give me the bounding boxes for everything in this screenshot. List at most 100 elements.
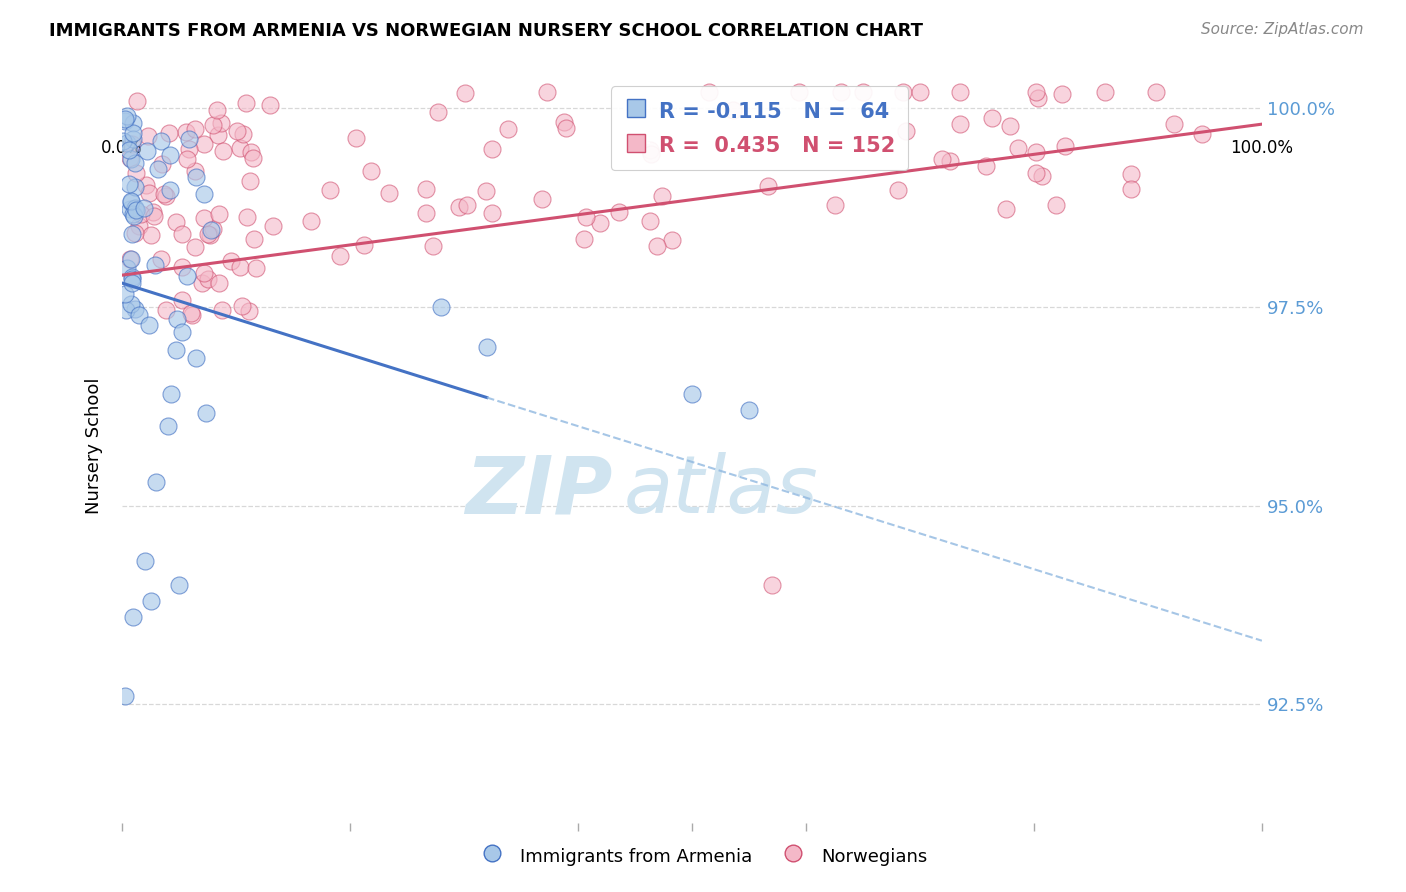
Point bbox=[211, 302, 233, 317]
Point bbox=[115, 136, 138, 150]
Point bbox=[430, 300, 453, 314]
Point bbox=[118, 252, 141, 266]
Point bbox=[149, 134, 172, 148]
Point bbox=[136, 144, 159, 158]
Point bbox=[974, 159, 997, 173]
Point bbox=[118, 177, 141, 191]
Point bbox=[1144, 86, 1167, 100]
Point bbox=[555, 120, 578, 135]
Point bbox=[138, 318, 160, 332]
Point bbox=[125, 166, 148, 180]
Point bbox=[172, 293, 194, 307]
Point bbox=[114, 302, 136, 317]
Point bbox=[202, 119, 225, 133]
Point bbox=[191, 276, 214, 290]
Point bbox=[193, 211, 215, 225]
Point bbox=[121, 227, 143, 241]
Point bbox=[129, 207, 152, 221]
Point bbox=[114, 114, 136, 128]
Point bbox=[531, 193, 554, 207]
Text: ZIP: ZIP bbox=[465, 452, 612, 531]
Point bbox=[193, 186, 215, 201]
Point bbox=[756, 179, 779, 194]
Legend: Immigrants from Armenia, Norwegians: Immigrants from Armenia, Norwegians bbox=[471, 838, 935, 874]
Point bbox=[1053, 139, 1076, 153]
Point bbox=[481, 142, 503, 156]
Point bbox=[135, 178, 157, 193]
Point bbox=[360, 164, 382, 178]
Point bbox=[415, 206, 437, 220]
Point bbox=[184, 163, 207, 178]
Point bbox=[998, 119, 1021, 133]
Point bbox=[231, 299, 253, 313]
Point bbox=[738, 403, 761, 417]
Point bbox=[120, 252, 142, 267]
Point bbox=[193, 137, 215, 152]
Point bbox=[170, 325, 193, 339]
Point bbox=[145, 475, 167, 489]
Point bbox=[447, 200, 470, 214]
Point bbox=[229, 140, 252, 154]
Point bbox=[120, 297, 142, 311]
Point bbox=[153, 187, 176, 202]
Point bbox=[122, 209, 145, 223]
Point bbox=[121, 272, 143, 286]
Point bbox=[128, 219, 150, 233]
Point bbox=[681, 387, 703, 401]
Point bbox=[553, 115, 575, 129]
Point bbox=[127, 95, 149, 109]
Point bbox=[184, 121, 207, 136]
Point bbox=[931, 152, 953, 166]
Point bbox=[170, 227, 193, 241]
Point bbox=[475, 340, 498, 354]
Point bbox=[242, 231, 264, 245]
Point bbox=[661, 233, 683, 247]
Point bbox=[121, 132, 143, 146]
Point bbox=[118, 143, 141, 157]
Point bbox=[143, 258, 166, 272]
Text: 0.0%: 0.0% bbox=[101, 139, 143, 158]
Point bbox=[128, 308, 150, 322]
Point bbox=[176, 153, 198, 167]
Point bbox=[697, 86, 720, 100]
Point bbox=[1050, 87, 1073, 101]
Point bbox=[226, 124, 249, 138]
Point bbox=[638, 214, 661, 228]
Point bbox=[124, 201, 146, 215]
Point bbox=[1045, 198, 1067, 212]
Point bbox=[589, 216, 612, 230]
Point bbox=[209, 116, 232, 130]
Point bbox=[195, 406, 218, 420]
Point bbox=[114, 112, 136, 127]
Text: atlas: atlas bbox=[624, 452, 818, 531]
Point bbox=[232, 128, 254, 142]
Point bbox=[894, 124, 917, 138]
Point bbox=[122, 207, 145, 221]
Point bbox=[318, 183, 340, 197]
Point bbox=[155, 303, 177, 318]
Point bbox=[454, 86, 477, 100]
Point bbox=[166, 312, 188, 326]
Point bbox=[242, 151, 264, 165]
Point bbox=[159, 183, 181, 197]
Text: IMMIGRANTS FROM ARMENIA VS NORWEGIAN NURSERY SCHOOL CORRELATION CHART: IMMIGRANTS FROM ARMENIA VS NORWEGIAN NUR… bbox=[49, 22, 924, 40]
Point bbox=[245, 260, 267, 275]
Point bbox=[238, 304, 260, 318]
Point bbox=[177, 132, 200, 146]
Point bbox=[170, 260, 193, 274]
Point bbox=[651, 189, 673, 203]
Point bbox=[201, 222, 224, 236]
Point bbox=[1025, 166, 1047, 180]
Point bbox=[198, 227, 221, 242]
Point bbox=[344, 131, 367, 145]
Point bbox=[122, 610, 145, 624]
Point bbox=[891, 86, 914, 100]
Point bbox=[124, 202, 146, 217]
Point bbox=[212, 145, 235, 159]
Text: Source: ZipAtlas.com: Source: ZipAtlas.com bbox=[1201, 22, 1364, 37]
Point bbox=[205, 103, 228, 117]
Point bbox=[120, 152, 142, 166]
Point bbox=[1031, 169, 1053, 183]
Point bbox=[208, 276, 231, 290]
Legend: R = -0.115   N =  64, R =  0.435   N = 152: R = -0.115 N = 64, R = 0.435 N = 152 bbox=[612, 87, 908, 170]
